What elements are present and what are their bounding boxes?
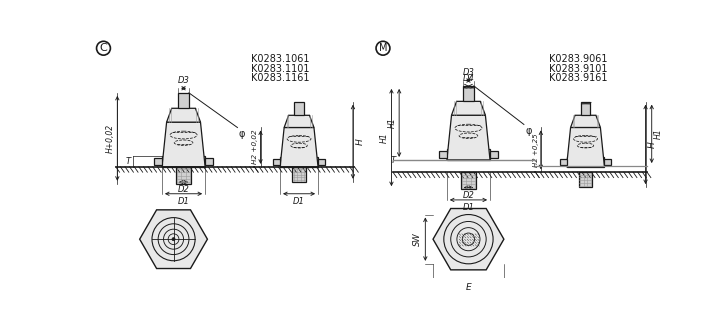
Text: K0283.9161: K0283.9161: [549, 73, 607, 83]
Polygon shape: [439, 151, 447, 158]
Polygon shape: [273, 159, 280, 165]
Polygon shape: [292, 167, 306, 182]
Polygon shape: [178, 93, 189, 108]
Polygon shape: [284, 115, 314, 128]
Polygon shape: [447, 149, 490, 160]
Text: D1: D1: [177, 197, 190, 206]
Polygon shape: [154, 158, 162, 165]
Polygon shape: [166, 108, 201, 122]
Text: D1: D1: [293, 197, 305, 206]
Polygon shape: [451, 101, 486, 115]
Text: H+0,02: H+0,02: [106, 124, 115, 153]
Polygon shape: [463, 86, 474, 101]
Text: D3: D3: [462, 68, 475, 77]
Polygon shape: [604, 158, 611, 165]
Text: φ: φ: [239, 129, 246, 139]
Polygon shape: [560, 158, 566, 165]
Polygon shape: [162, 122, 205, 167]
Text: K0283.9101: K0283.9101: [549, 64, 607, 74]
Text: H: H: [648, 141, 657, 148]
Text: K0283.9061: K0283.9061: [549, 54, 607, 64]
Text: φ: φ: [526, 126, 532, 136]
Text: H1: H1: [654, 129, 663, 139]
Polygon shape: [581, 102, 590, 115]
Polygon shape: [294, 102, 304, 115]
Polygon shape: [162, 156, 205, 167]
Polygon shape: [566, 128, 604, 167]
Polygon shape: [490, 151, 498, 158]
Text: H1: H1: [387, 118, 397, 128]
Polygon shape: [433, 208, 504, 270]
Text: D1: D1: [462, 203, 475, 212]
Text: K0283.1101: K0283.1101: [251, 64, 309, 74]
Polygon shape: [176, 167, 191, 184]
Text: C: C: [100, 43, 108, 53]
Text: K0283.1161: K0283.1161: [251, 73, 309, 83]
Text: D3: D3: [177, 76, 190, 85]
Text: K0283.1061: K0283.1061: [251, 54, 309, 64]
Polygon shape: [280, 128, 318, 167]
Text: H: H: [356, 138, 364, 145]
Polygon shape: [571, 115, 601, 128]
Polygon shape: [140, 210, 207, 269]
Polygon shape: [461, 172, 476, 189]
Text: SW: SW: [413, 232, 422, 246]
Polygon shape: [318, 159, 325, 165]
Polygon shape: [205, 158, 213, 165]
Text: H2 +0,02: H2 +0,02: [252, 130, 258, 164]
Text: M: M: [379, 43, 387, 53]
Text: D4: D4: [462, 74, 475, 83]
Polygon shape: [447, 115, 490, 160]
Text: E: E: [465, 283, 471, 292]
Text: D2: D2: [177, 185, 190, 194]
Polygon shape: [566, 157, 604, 167]
Text: H2 +0,25: H2 +0,25: [532, 133, 539, 167]
Text: H1: H1: [380, 132, 389, 143]
Text: D2: D2: [462, 191, 475, 200]
Polygon shape: [579, 172, 593, 187]
Circle shape: [172, 238, 175, 241]
Text: T: T: [390, 156, 395, 165]
Polygon shape: [280, 157, 318, 167]
Text: T: T: [125, 157, 130, 166]
